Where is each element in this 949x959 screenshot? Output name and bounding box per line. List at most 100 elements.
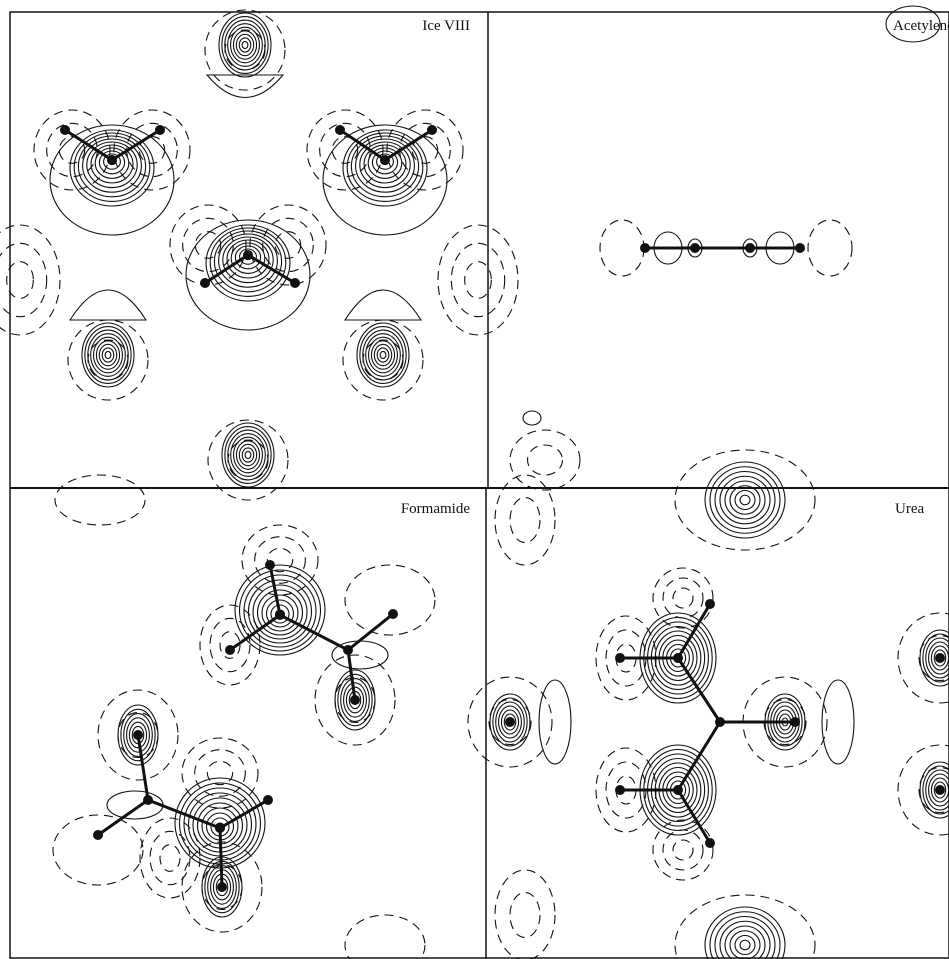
atom <box>505 717 515 727</box>
atom <box>380 155 390 165</box>
contour-negative <box>400 123 451 176</box>
contour-negative <box>808 220 852 276</box>
contour-negative <box>510 893 540 938</box>
contour <box>210 228 286 296</box>
contour-negative <box>195 232 220 259</box>
atom <box>690 243 700 253</box>
contour <box>539 680 571 764</box>
contour <box>107 791 163 819</box>
atom <box>290 278 300 288</box>
contour-negative <box>47 123 98 176</box>
contour-negative <box>55 475 145 525</box>
contour-negative <box>0 225 60 335</box>
bond <box>220 828 222 887</box>
contour <box>371 341 394 369</box>
bond <box>230 615 280 650</box>
atom <box>705 838 715 848</box>
contour <box>236 441 259 469</box>
atom <box>275 610 285 620</box>
contour-negative <box>53 815 143 885</box>
contour <box>245 451 251 458</box>
page: Ice VIII Acetylene Formamide Urea (() =>… <box>0 0 949 959</box>
contour-negative <box>600 220 644 276</box>
contour <box>377 348 389 362</box>
contour <box>705 907 785 959</box>
atom <box>705 599 715 609</box>
atom <box>107 155 117 165</box>
contour-negative <box>653 820 713 880</box>
atom <box>615 785 625 795</box>
panel-label: Ice VIII <box>422 18 470 34</box>
atom <box>615 653 625 663</box>
contour-negative <box>160 845 180 872</box>
atom <box>790 717 800 727</box>
atom <box>343 645 353 655</box>
contour-negative <box>451 243 504 316</box>
contour <box>345 290 421 320</box>
atom <box>795 243 805 253</box>
atom <box>640 243 650 253</box>
contour-negative <box>495 870 555 959</box>
contour-negative <box>673 588 693 608</box>
contour <box>705 462 785 538</box>
contour-negative <box>183 218 234 271</box>
contour-negative <box>663 830 703 870</box>
contour-negative <box>205 10 285 90</box>
bond <box>98 800 148 835</box>
contour <box>85 327 131 384</box>
figure: Ice VIII Acetylene Formamide Urea <box>0 0 949 959</box>
atom <box>60 125 70 135</box>
panel-label: Acetylene <box>893 18 949 34</box>
contour <box>102 348 114 362</box>
contour-negative <box>255 537 306 584</box>
atom <box>673 785 683 795</box>
contour <box>715 917 775 959</box>
atom <box>935 653 945 663</box>
contour-negative <box>345 565 435 635</box>
contour-negative <box>673 840 693 860</box>
contour-negative <box>663 578 703 618</box>
atom <box>133 730 143 740</box>
contours <box>0 6 949 959</box>
contour <box>715 472 775 529</box>
contour-negative <box>438 225 518 335</box>
contour <box>380 351 386 358</box>
contour <box>239 38 251 52</box>
contour <box>219 13 271 77</box>
bond <box>348 614 393 650</box>
atom <box>200 278 210 288</box>
atom <box>265 560 275 570</box>
contour <box>357 323 409 387</box>
panel-label: Formamide <box>401 501 470 517</box>
atom <box>388 609 398 619</box>
contour <box>82 323 134 387</box>
contour <box>96 341 119 369</box>
contour-negative <box>150 831 190 884</box>
atom <box>263 795 273 805</box>
contour <box>735 491 755 510</box>
contour <box>740 940 750 950</box>
atom <box>335 125 345 135</box>
molecules <box>60 125 945 892</box>
atom <box>427 125 437 135</box>
bond <box>248 255 295 283</box>
contour-negative <box>528 445 563 475</box>
contour-negative <box>207 761 232 784</box>
panel-label: Urea <box>895 501 924 517</box>
contour-negative <box>275 232 300 259</box>
contour-negative <box>320 123 371 176</box>
contour <box>725 481 765 519</box>
contour <box>740 495 750 505</box>
contour <box>233 31 256 59</box>
contour-negative <box>510 498 540 543</box>
contour <box>360 327 406 384</box>
contour-negative <box>127 123 178 176</box>
contour-negative <box>675 450 815 550</box>
contour <box>523 411 541 425</box>
contour <box>222 17 268 74</box>
contour <box>70 290 146 320</box>
contour <box>105 351 111 358</box>
atom <box>935 785 945 795</box>
contour <box>207 75 283 98</box>
contour-negative <box>510 430 580 490</box>
